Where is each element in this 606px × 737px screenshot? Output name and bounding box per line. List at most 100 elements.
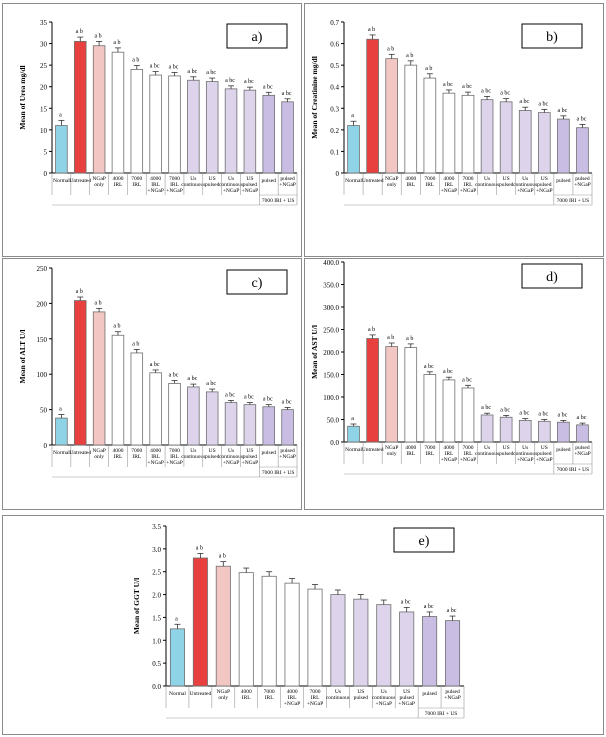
category-label: 7000 IRL +NGaP [460,176,477,194]
significance-label: a bc [462,84,472,90]
significance-label: a bc [500,407,510,413]
category-label: Untreated [362,178,384,184]
group-label: 7000 IRI + US [262,198,295,204]
y-tick-label: 0.3 [330,105,339,113]
significance-label: a b [196,545,203,551]
bar [168,383,181,446]
bar [238,572,254,687]
category-label: Untreated [69,178,91,184]
category-label: 4000 IRL +NGaP [147,448,164,466]
bar [262,406,275,446]
bar [111,334,125,446]
significance-label: a bc [577,415,587,421]
significance-label: a [175,616,178,622]
y-tick-label: 0.1 [330,148,339,156]
bar [499,101,513,174]
bar [480,99,494,174]
significance-label: a [59,112,62,118]
y-tick-label: 5 [44,148,48,156]
significance-label: a bc [424,364,434,370]
bar [187,386,200,446]
significance-label: a b [76,289,83,295]
significance-label: a bc [519,99,529,105]
category-label: US pulsed +NGaP [242,176,259,194]
category-label: 7000 IRL +NGaP [166,448,183,466]
category-label: pulsed +NGaP [444,689,461,701]
category-label: US pulsed [205,448,220,460]
bar [385,346,399,443]
bar [243,404,257,446]
significance-label: a bc [225,78,235,84]
category-label: NGaP only [217,689,230,701]
significance-label: a bc [481,88,491,94]
group-label: 7000 IRI + US [557,467,590,473]
bar [480,414,494,443]
panel-border [2,258,302,510]
category-label: pulsed +NGaP [279,176,296,188]
bar [385,58,399,174]
bar [347,425,360,443]
significance-label: a bc [577,116,587,122]
significance-label: a b [368,327,375,333]
significance-label: a bc [206,70,216,76]
bar [284,582,300,687]
bar [149,74,162,174]
significance-label: a bc [443,82,453,88]
category-label: Us continuous +NGaP [372,689,396,707]
significance-label: a b [113,40,120,46]
significance-label: a bc [519,411,529,417]
bar [404,347,418,443]
y-tick-label: 250.0 [323,327,339,335]
category-label: Us continuous [181,448,205,460]
y-tick-label: 250 [37,265,48,273]
bar [187,79,200,174]
significance-label: a bc [443,369,453,375]
significance-label: a bc [282,399,292,405]
category-label: US pulsed +NGaP [536,176,553,194]
significance-label: a b [95,300,102,306]
category-label: 4000 IRL +NGaP [284,689,301,707]
category-label: 4000 IRL +NGaP [441,176,458,194]
y-tick-label: 150.0 [323,372,339,380]
category-label: Us continuous +NGaP [219,176,243,194]
category-label: US pulsed [499,445,514,457]
bar [74,41,87,174]
y-tick-label: 350.0 [323,282,339,290]
bar [92,311,106,446]
significance-label: a b [113,324,120,330]
category-label: US pulsed +NGaP [398,689,415,707]
bar [576,127,589,174]
bar [281,409,294,446]
category-label: Us continuous +NGaP [219,448,243,466]
bar [537,420,551,443]
category-label: pulsed +NGaP [574,445,591,457]
y-axis-title: Mean of AST U/l [310,325,319,379]
category-label: 4000 IRL [405,176,416,188]
category-label: 7000 IRL +NGaP [166,176,183,194]
group-label: 7000 IRI + US [425,711,458,717]
y-tick-label: 100.0 [323,394,339,402]
y-tick-label: 50 [40,407,48,415]
y-axis-title: Mean of ALT U/l [18,330,27,384]
significance-label: a bc [244,395,254,401]
y-tick-label: 2.5 [152,569,161,577]
bar [576,424,589,443]
category-label: 7000 IRL [131,176,142,188]
category-label: Us continuous [181,176,205,188]
significance-label: a bc [282,91,292,97]
bar [499,416,513,443]
y-axis-title: Mean of Urea mg/dl [18,65,27,129]
y-tick-label: 200 [37,300,48,308]
y-tick-label: 0.5 [330,62,339,70]
significance-label: a bc [263,84,273,90]
category-label: pulsed [262,178,277,184]
chart-panel-3: c) 0 50 100 150 200 250 Mean of ALT U/l a a b a b a… [2,258,302,510]
category-label: 4000 IRL [112,448,123,460]
significance-label: a b [76,29,83,35]
category-label: 7000 IRL [131,448,142,460]
category-label: NGaP only [385,176,398,188]
significance-label: a [351,416,354,422]
panel-label-box [393,527,455,553]
category-label: US pulsed +NGaP [536,445,553,463]
category-label: pulsed [556,178,571,184]
